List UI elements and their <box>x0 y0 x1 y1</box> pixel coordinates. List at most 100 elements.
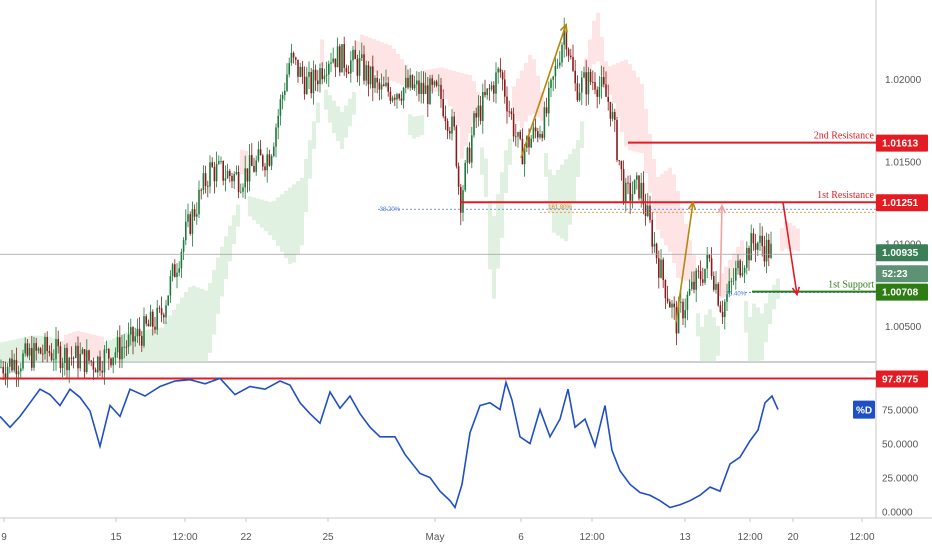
time-tick-label: 20 <box>787 532 799 543</box>
candle-body <box>699 271 702 280</box>
cloud-segment <box>728 259 732 289</box>
candle-body <box>427 85 429 105</box>
candle-body <box>618 160 620 161</box>
candle-body <box>400 98 403 101</box>
candle-body <box>119 337 121 360</box>
candle-body <box>35 343 37 351</box>
candle-body <box>407 77 409 88</box>
candle-body <box>325 74 328 76</box>
candle-body <box>669 301 671 308</box>
candle-body <box>757 242 759 250</box>
cloud-segment <box>480 147 484 175</box>
candle-body <box>123 346 125 348</box>
candle-body <box>495 72 497 94</box>
candle-body <box>6 366 9 378</box>
cloud-segment <box>328 95 332 123</box>
candle-body <box>761 235 763 247</box>
candle-body <box>543 107 546 138</box>
cloud-segment <box>796 228 800 252</box>
cloud-segment <box>488 200 492 270</box>
candle-body <box>169 276 172 296</box>
cloud-segment <box>232 215 236 244</box>
candle-body <box>61 362 64 369</box>
candle-body <box>288 63 290 75</box>
cloud-segment <box>504 150 508 194</box>
cloud-segment <box>660 173 664 239</box>
cloud-segment <box>372 39 376 73</box>
cloud-segment <box>104 342 108 362</box>
candle-body <box>361 54 363 59</box>
candle-body <box>341 44 343 73</box>
candle-body <box>682 301 684 319</box>
cloud-segment <box>336 106 340 142</box>
cloud-segment <box>308 140 312 179</box>
candle-body <box>541 133 543 138</box>
cloud-segment <box>332 100 336 134</box>
candle-body <box>303 76 306 94</box>
time-tick-label: 22 <box>240 532 252 543</box>
time-tick-label: 13 <box>679 532 691 543</box>
last-price-tag-bg <box>876 244 928 262</box>
level-label-0: 2nd Resistance <box>814 131 875 142</box>
candle-body <box>211 162 213 167</box>
candle-body <box>178 268 180 273</box>
cloud-segment <box>576 140 580 178</box>
cloud-segment <box>596 12 600 62</box>
candle-body <box>141 336 143 346</box>
cloud-segment <box>508 138 512 165</box>
cloud-segment <box>580 121 584 149</box>
arrow-shaft-1 <box>675 202 694 323</box>
cloud-segment <box>444 68 448 100</box>
candle-body <box>334 58 337 68</box>
cloud-segment <box>412 116 416 139</box>
cloud-segment <box>592 20 596 65</box>
candle-body <box>204 173 207 186</box>
candle-body <box>209 162 211 187</box>
cloud-segment <box>648 133 652 193</box>
candle-body <box>152 311 154 327</box>
cloud-segment <box>672 174 676 264</box>
candle-body <box>352 49 354 61</box>
cloud-segment <box>68 333 72 355</box>
candle-body <box>50 352 53 360</box>
cloud-segment <box>216 257 220 315</box>
candle-body <box>383 84 385 86</box>
candle-body <box>253 165 255 172</box>
candle-body <box>365 65 367 81</box>
candle-body <box>695 270 697 290</box>
candle-body <box>693 281 695 290</box>
cloud-segment <box>784 222 788 249</box>
candle-body <box>266 154 268 171</box>
candle-body <box>147 323 150 327</box>
candle-body <box>26 343 29 356</box>
candle-body <box>270 156 273 166</box>
time-tick-label: 9 <box>1 532 7 543</box>
cloud-segment <box>640 83 644 154</box>
cloud-segment <box>452 70 456 114</box>
candle-body <box>350 60 352 74</box>
cloud-segment <box>228 225 232 262</box>
candle-body <box>442 99 444 117</box>
arrow-head-1 <box>687 200 697 211</box>
candle-body <box>515 136 517 138</box>
candle-body <box>264 166 266 171</box>
candle-body <box>218 161 220 164</box>
cloud-segment <box>148 329 152 362</box>
candle-body <box>444 116 447 122</box>
candle-body <box>735 268 737 281</box>
candle-body <box>737 260 739 269</box>
cloud-segment <box>288 187 292 264</box>
candle-body <box>726 293 728 302</box>
candle-body <box>358 58 361 76</box>
stoch-legend-label: %D <box>856 406 872 417</box>
cloud-segment <box>44 335 48 362</box>
cloud-segment <box>764 303 768 343</box>
stoch-tick-label: 75.0000 <box>882 406 919 417</box>
candle-body <box>594 82 596 90</box>
cloud-segment <box>196 287 200 362</box>
candle-body <box>550 79 552 88</box>
candle-body <box>13 359 15 371</box>
candle-body <box>409 75 411 88</box>
candle-body <box>611 111 614 119</box>
cloud-segment <box>788 222 792 250</box>
